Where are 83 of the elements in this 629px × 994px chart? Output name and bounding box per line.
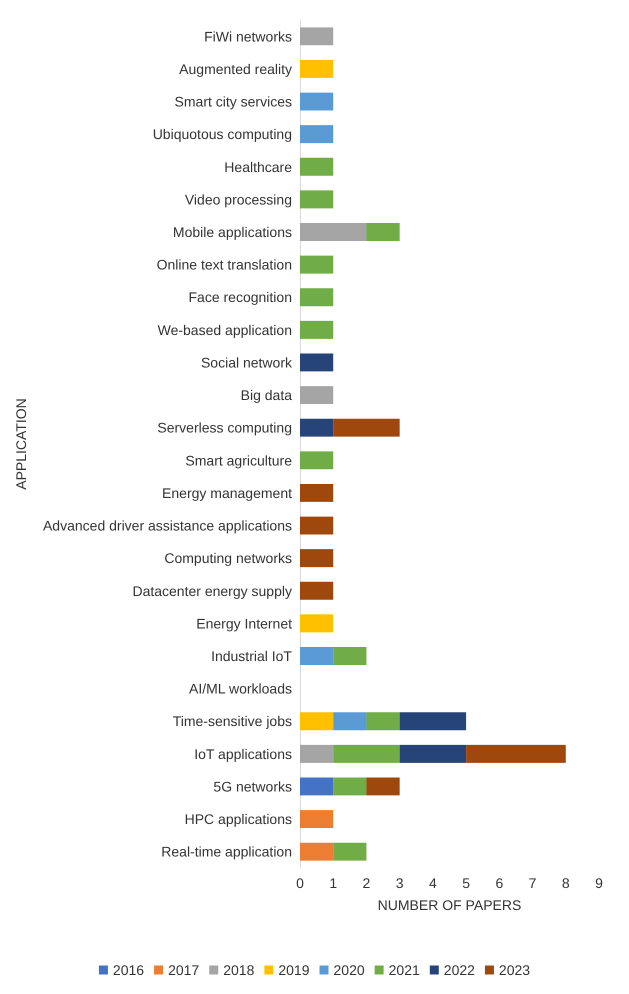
y-tick-label: Smart agriculture <box>185 452 292 468</box>
bar <box>300 614 334 632</box>
y-tick-label: Datacenter energy supply <box>132 582 292 599</box>
x-tick-label: 0 <box>296 875 304 891</box>
legend-label: 2021 <box>388 962 420 978</box>
bar <box>300 549 334 568</box>
x-tick-label: 1 <box>329 875 338 891</box>
legend-label: 2018 <box>223 962 255 978</box>
x-tick-label: 2 <box>362 875 371 891</box>
y-tick-label: Augmented reality <box>179 60 292 77</box>
y-tick-label: FiWi networks <box>204 28 292 44</box>
bar <box>300 60 334 78</box>
bar <box>366 712 400 730</box>
x-tick-label: 9 <box>595 875 604 891</box>
bar <box>300 484 334 502</box>
x-tick-label: 5 <box>462 875 470 891</box>
y-tick-label: We-based application <box>158 322 292 338</box>
y-tick-label: Big data <box>240 387 292 404</box>
bar <box>333 842 366 861</box>
legend-label: 2019 <box>278 962 310 978</box>
bar <box>333 744 400 763</box>
bar <box>300 353 334 372</box>
y-tick-label: Video processing <box>184 191 292 208</box>
bar <box>300 744 334 763</box>
y-tick-label: Mobile applications <box>172 224 292 240</box>
bar <box>300 125 334 144</box>
legend-label: 2022 <box>444 962 476 978</box>
bar <box>300 647 334 665</box>
y-tick-label: Industrial IoT <box>211 648 292 664</box>
legend-label: 2016 <box>112 962 144 978</box>
x-tick-label: 4 <box>428 875 437 891</box>
y-tick-label: Ubiquotous computing <box>152 126 292 142</box>
bar <box>366 223 400 241</box>
y-tick-label: Healthcare <box>224 158 292 175</box>
y-tick-label: Online text translation <box>156 256 292 273</box>
bar <box>300 451 334 470</box>
bar <box>300 386 334 404</box>
bar <box>400 712 466 730</box>
y-tick-label: HPC applications <box>184 811 292 828</box>
bar <box>300 158 334 176</box>
bar <box>333 777 366 796</box>
bar <box>366 777 400 796</box>
bar <box>300 92 334 111</box>
bar <box>333 712 366 730</box>
y-tick-label: Face recognition <box>188 289 292 306</box>
y-tick-label: Computing networks <box>164 550 292 566</box>
y-tick-label: Smart city services <box>174 94 292 110</box>
bar <box>300 223 366 241</box>
bar <box>300 27 334 46</box>
y-tick-label: AI/ML workloads <box>189 680 292 697</box>
bar <box>300 810 334 828</box>
y-tick-label: Energy management <box>162 484 292 501</box>
legend-label: 2023 <box>498 962 530 978</box>
bar <box>300 320 334 339</box>
bar <box>300 712 334 730</box>
bar <box>300 418 334 437</box>
y-tick-label: Energy Internet <box>196 615 292 632</box>
bar <box>466 744 566 763</box>
x-tick-label: 8 <box>562 875 570 891</box>
bar <box>300 256 334 274</box>
y-tick-label: Real-time application <box>161 844 292 860</box>
bar <box>300 288 334 306</box>
bar <box>300 777 334 796</box>
bar <box>300 842 334 861</box>
y-tick-label: Advanced driver assistance applications <box>42 518 292 534</box>
x-tick-label: 7 <box>528 875 537 891</box>
y-axis-title: APPLICATION <box>13 398 29 490</box>
bar <box>333 647 366 665</box>
bar <box>300 516 334 535</box>
y-tick-label: 5G networks <box>213 778 292 794</box>
y-tick-label: Time-sensitive jobs <box>172 713 292 730</box>
y-tick-label: Serverless computing <box>157 420 292 436</box>
x-axis-title: NUMBER OF PAPERS <box>378 897 522 913</box>
legend-label: 2020 <box>334 962 365 978</box>
legend-label: 2017 <box>168 962 200 978</box>
bar <box>400 744 466 763</box>
y-tick-label: Social network <box>200 354 293 370</box>
x-tick-label: 3 <box>396 875 404 891</box>
bar <box>333 418 400 437</box>
x-tick-label: 6 <box>495 875 504 891</box>
bar <box>300 190 334 208</box>
bar <box>300 582 334 600</box>
y-tick-label: IoT applications <box>194 746 292 762</box>
